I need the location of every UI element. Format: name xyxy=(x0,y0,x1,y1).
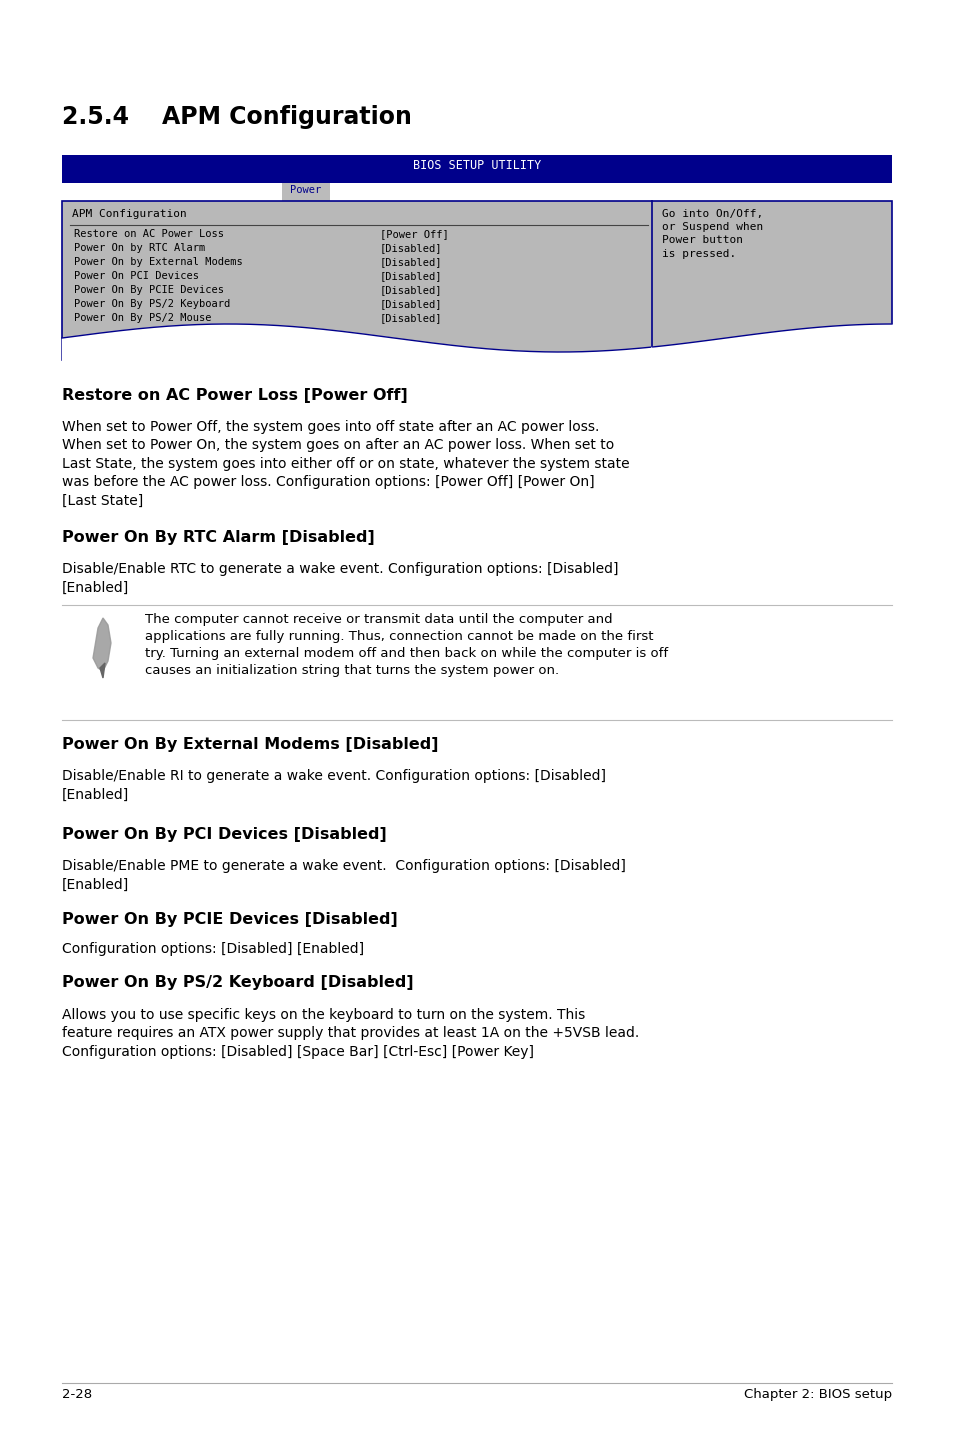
Text: 2.5.4    APM Configuration: 2.5.4 APM Configuration xyxy=(62,105,412,129)
Polygon shape xyxy=(100,663,105,677)
Text: Go into On/Off,
or Suspend when
Power button
is pressed.: Go into On/Off, or Suspend when Power bu… xyxy=(661,209,762,259)
Text: When set to Power Off, the system goes into off state after an AC power loss.
Wh: When set to Power Off, the system goes i… xyxy=(62,420,629,508)
Text: Power On By PCIE Devices [Disabled]: Power On By PCIE Devices [Disabled] xyxy=(62,912,397,928)
Text: Disable/Enable RI to generate a wake event. Configuration options: [Disabled]
[E: Disable/Enable RI to generate a wake eve… xyxy=(62,769,605,801)
Text: [Disabled]: [Disabled] xyxy=(379,243,442,253)
Text: 2-28: 2-28 xyxy=(62,1388,92,1401)
Text: Power On PCI Devices: Power On PCI Devices xyxy=(74,270,199,280)
Text: [Disabled]: [Disabled] xyxy=(379,285,442,295)
Text: Power On By PS/2 Keyboard [Disabled]: Power On By PS/2 Keyboard [Disabled] xyxy=(62,975,414,989)
Text: Power On By External Modems [Disabled]: Power On By External Modems [Disabled] xyxy=(62,738,438,752)
Text: Disable/Enable RTC to generate a wake event. Configuration options: [Disabled]
[: Disable/Enable RTC to generate a wake ev… xyxy=(62,562,618,594)
Text: Power On By PS/2 Keyboard: Power On By PS/2 Keyboard xyxy=(74,299,230,309)
Text: Power On by External Modems: Power On by External Modems xyxy=(74,257,242,267)
Text: BIOS SETUP UTILITY: BIOS SETUP UTILITY xyxy=(413,160,540,173)
Text: Power On By PS/2 Mouse: Power On By PS/2 Mouse xyxy=(74,313,212,324)
Text: Restore on AC Power Loss [Power Off]: Restore on AC Power Loss [Power Off] xyxy=(62,388,407,403)
Text: Power On by RTC Alarm: Power On by RTC Alarm xyxy=(74,243,205,253)
Text: Chapter 2: BIOS setup: Chapter 2: BIOS setup xyxy=(743,1388,891,1401)
Text: Power On By PCIE Devices: Power On By PCIE Devices xyxy=(74,285,224,295)
Text: The computer cannot receive or transmit data until the computer and
applications: The computer cannot receive or transmit … xyxy=(145,613,667,677)
Text: Configuration options: [Disabled] [Enabled]: Configuration options: [Disabled] [Enabl… xyxy=(62,942,364,956)
Text: Power: Power xyxy=(290,186,321,196)
Bar xyxy=(282,183,330,201)
Text: [Disabled]: [Disabled] xyxy=(379,299,442,309)
Text: Allows you to use specific keys on the keyboard to turn on the system. This
feat: Allows you to use specific keys on the k… xyxy=(62,1008,639,1058)
Text: [Disabled]: [Disabled] xyxy=(379,313,442,324)
Text: [Disabled]: [Disabled] xyxy=(379,270,442,280)
Text: Power On By RTC Alarm [Disabled]: Power On By RTC Alarm [Disabled] xyxy=(62,531,375,545)
Polygon shape xyxy=(92,618,111,672)
Text: [Power Off]: [Power Off] xyxy=(379,229,448,239)
Text: Restore on AC Power Loss: Restore on AC Power Loss xyxy=(74,229,224,239)
Text: Disable/Enable PME to generate a wake event.  Configuration options: [Disabled]
: Disable/Enable PME to generate a wake ev… xyxy=(62,858,625,892)
Bar xyxy=(62,201,891,360)
Text: APM Configuration: APM Configuration xyxy=(71,209,187,219)
Bar xyxy=(62,155,891,183)
Text: [Disabled]: [Disabled] xyxy=(379,257,442,267)
Text: Power On By PCI Devices [Disabled]: Power On By PCI Devices [Disabled] xyxy=(62,827,386,843)
